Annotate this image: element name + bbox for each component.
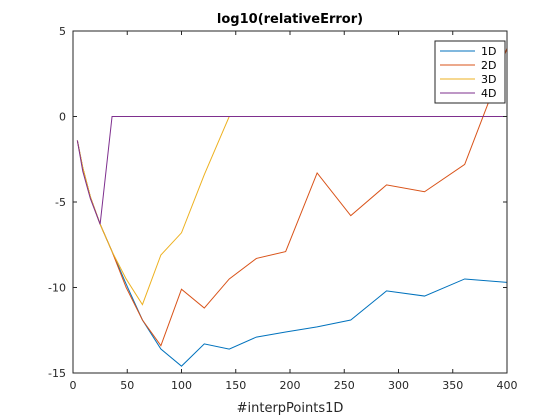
chart-title: log10(relativeError) bbox=[217, 12, 363, 27]
legend-label-1d: 1D bbox=[481, 45, 496, 58]
x-tick-label: 100 bbox=[171, 379, 192, 392]
x-tick-label: 400 bbox=[497, 379, 518, 392]
x-tick-label: 0 bbox=[70, 379, 77, 392]
x-tick-label: 200 bbox=[280, 379, 301, 392]
legend-label-4d: 4D bbox=[481, 87, 496, 100]
x-tick-label: 300 bbox=[388, 379, 409, 392]
x-tick-label: 150 bbox=[225, 379, 246, 392]
y-tick-label: 0 bbox=[59, 111, 66, 124]
y-tick-label: -10 bbox=[48, 282, 66, 295]
series-layer bbox=[76, 47, 507, 367]
x-axis-label: #interpPoints1D bbox=[237, 401, 344, 416]
y-tick-label: -15 bbox=[48, 367, 66, 380]
x-tick-label: 350 bbox=[442, 379, 463, 392]
legend-label-2d: 2D bbox=[481, 59, 496, 72]
y-tick-label: 5 bbox=[59, 25, 66, 38]
x-tick-label: 250 bbox=[334, 379, 355, 392]
series-line-4d bbox=[76, 116, 507, 225]
y-tick-label: -5 bbox=[55, 196, 66, 209]
legend-label-3d: 3D bbox=[481, 73, 496, 86]
x-tick-label: 50 bbox=[120, 379, 134, 392]
series-line-3d bbox=[76, 116, 507, 306]
